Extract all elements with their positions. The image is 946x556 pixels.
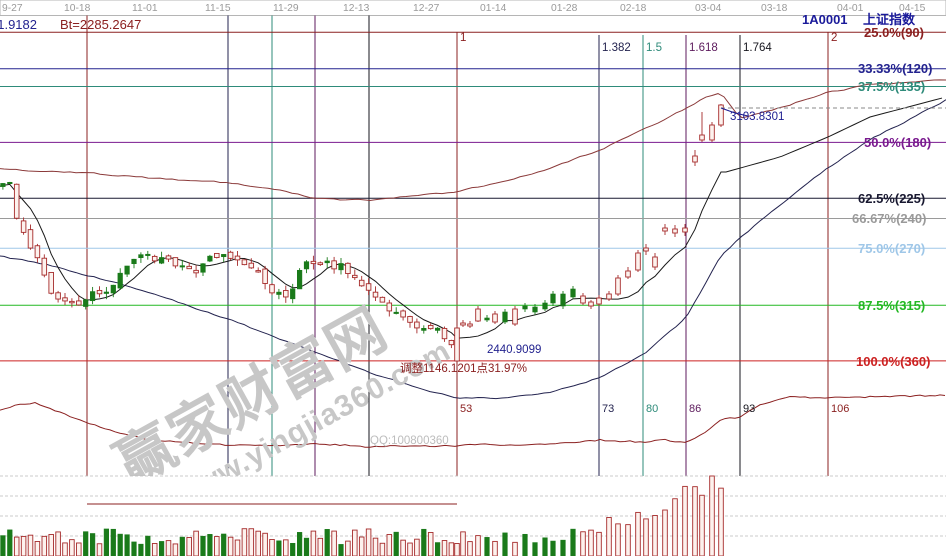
svg-text:73: 73	[602, 403, 614, 415]
svg-text:75.0%(270): 75.0%(270)	[858, 241, 925, 256]
svg-text:33.33%(120): 33.33%(120)	[858, 61, 932, 76]
svg-text:87.5%(315): 87.5%(315)	[858, 298, 925, 313]
svg-text:11-15: 11-15	[205, 3, 231, 14]
svg-text:10-18: 10-18	[64, 3, 91, 14]
svg-text:1.5: 1.5	[646, 42, 662, 54]
svg-text:66.67%(240): 66.67%(240)	[852, 211, 926, 226]
svg-text:02-18: 02-18	[620, 3, 647, 14]
svg-text:01-14: 01-14	[480, 3, 507, 14]
svg-text:80: 80	[646, 403, 658, 415]
svg-text:11-01: 11-01	[132, 3, 158, 14]
svg-text:11-29: 11-29	[273, 3, 299, 14]
svg-text:106: 106	[831, 403, 849, 415]
svg-text:3103.8301: 3103.8301	[730, 111, 784, 123]
svg-text:86: 86	[689, 403, 701, 415]
svg-text:21.9182: 21.9182	[0, 17, 37, 32]
svg-text:03-18: 03-18	[761, 3, 788, 14]
svg-text:100.0%(360): 100.0%(360)	[856, 354, 930, 369]
svg-text:01-28: 01-28	[551, 3, 578, 14]
svg-text:调整1146.1201点31.97%: 调整1146.1201点31.97%	[400, 361, 527, 375]
svg-text:93: 93	[743, 403, 755, 415]
svg-text:25.0%(90): 25.0%(90)	[864, 25, 924, 40]
svg-text:62.5%(225): 62.5%(225)	[858, 191, 925, 206]
svg-text:53: 53	[460, 403, 472, 415]
svg-text:1.382: 1.382	[602, 42, 631, 54]
svg-text:1A0001: 1A0001	[802, 12, 848, 27]
svg-text:QQ:100800360: QQ:100800360	[370, 435, 449, 447]
svg-text:9-27: 9-27	[2, 3, 23, 14]
svg-text:2440.9099: 2440.9099	[487, 344, 541, 356]
svg-text:Bt=2285.2647: Bt=2285.2647	[60, 17, 141, 32]
svg-text:1.618: 1.618	[689, 42, 718, 54]
svg-text:37.5%(135): 37.5%(135)	[858, 79, 925, 94]
svg-text:12-27: 12-27	[413, 3, 440, 14]
svg-text:1: 1	[460, 32, 466, 44]
svg-text:12-13: 12-13	[343, 3, 370, 14]
svg-text:50.0%(180): 50.0%(180)	[864, 135, 931, 150]
svg-text:2: 2	[831, 32, 837, 44]
svg-text:03-04: 03-04	[695, 3, 722, 14]
svg-text:1.764: 1.764	[743, 42, 772, 54]
